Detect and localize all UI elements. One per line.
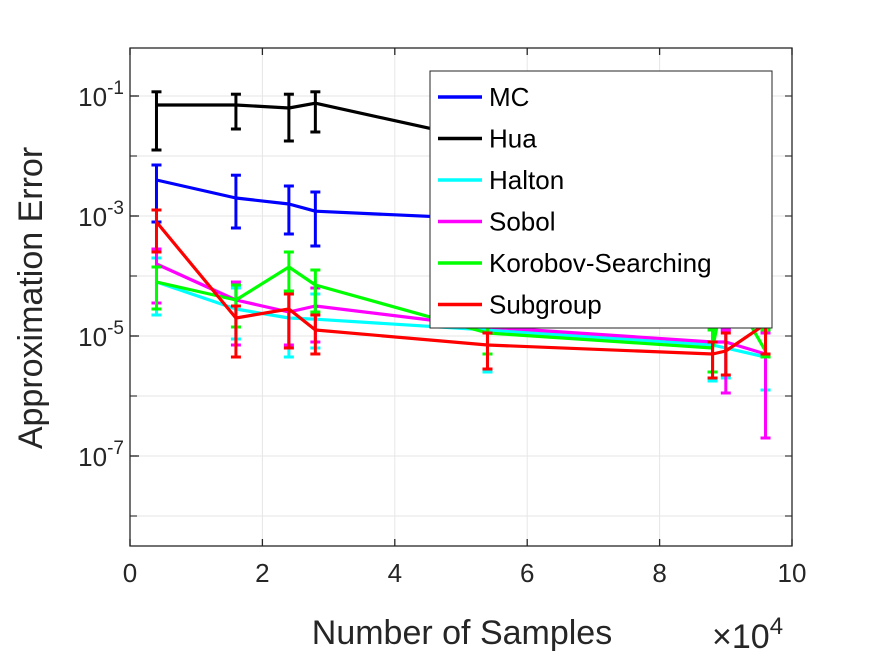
x-tick-label: 0 bbox=[123, 558, 137, 588]
series-line bbox=[155, 262, 766, 356]
legend-box bbox=[429, 70, 773, 329]
x-tick-label: 6 bbox=[520, 558, 534, 588]
x-tick-label: 2 bbox=[255, 558, 269, 588]
x-axis-label: Number of Samples bbox=[312, 614, 612, 652]
y-tick-base: 10 bbox=[78, 322, 107, 352]
series-subgroup bbox=[151, 208, 771, 380]
x-exponent-base: ×10 bbox=[712, 618, 770, 656]
y-tick-label: 10-7 bbox=[78, 438, 124, 472]
y-tick-label: 10-1 bbox=[78, 78, 124, 112]
x-tick-label: 10 bbox=[778, 558, 807, 588]
x-tick-label: 4 bbox=[388, 558, 402, 588]
x-tick-label: 8 bbox=[652, 558, 666, 588]
x-exponent-power: 4 bbox=[770, 613, 783, 640]
y-tick-exponent: -7 bbox=[107, 438, 124, 459]
y-tick-exponent: -1 bbox=[107, 78, 124, 99]
y-tick-label: 10-3 bbox=[78, 198, 124, 232]
y-tick-exponent: -5 bbox=[107, 318, 124, 339]
y-axis-label: Approximation Error bbox=[12, 147, 50, 449]
legend-label: Halton bbox=[489, 165, 564, 195]
legend-label: Hua bbox=[489, 124, 537, 154]
y-tick-label: 10-5 bbox=[78, 318, 124, 352]
x-exponent-label: ×104 bbox=[712, 613, 783, 656]
y-tick-base: 10 bbox=[78, 442, 107, 472]
plot-frame bbox=[129, 47, 793, 547]
y-tick-base: 10 bbox=[78, 202, 107, 232]
legend-label: Sobol bbox=[489, 207, 556, 237]
series-line bbox=[155, 220, 767, 356]
y-tick-base: 10 bbox=[78, 82, 107, 112]
legend: MC Hua Halton Sobol Korobov-Searching Subgrou… bbox=[429, 70, 773, 329]
series-line bbox=[155, 280, 766, 359]
legend-label: Subgroup bbox=[489, 290, 602, 320]
legend-label: MC bbox=[489, 82, 529, 112]
y-tick-exponent: -3 bbox=[107, 198, 124, 219]
legend-label: Korobov-Searching bbox=[489, 248, 712, 278]
